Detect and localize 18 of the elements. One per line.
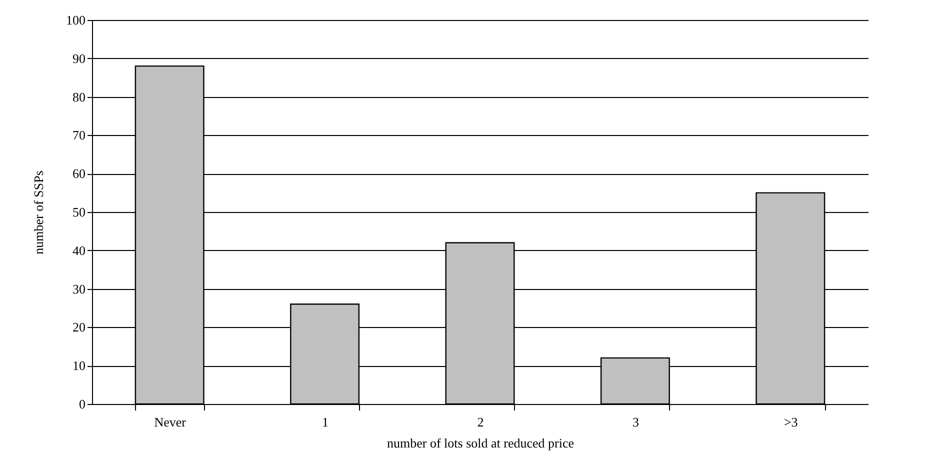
x-tick-label: 3 <box>632 414 639 430</box>
y-axis-title: number of SSPs <box>31 170 46 254</box>
y-tick-label: 80 <box>72 89 86 104</box>
x-tick-label: 1 <box>322 414 329 430</box>
y-tick-label: 0 <box>79 396 86 412</box>
y-tick-label: 70 <box>72 128 86 143</box>
y-tick-label: 50 <box>72 204 86 220</box>
y-tick-label: 30 <box>72 281 86 296</box>
x-axis-title: number of lots sold at reduced price <box>387 436 574 450</box>
x-tick-label: 2 <box>477 414 484 430</box>
y-tick-label: 10 <box>72 358 86 374</box>
y-tick-label: 90 <box>72 50 86 66</box>
x-tick-label: Never <box>154 414 187 430</box>
y-tick-label: 100 <box>66 12 86 28</box>
x-tick-label: >3 <box>784 414 798 430</box>
y-tick-label: 60 <box>72 166 86 182</box>
y-tick-label: 40 <box>72 242 86 258</box>
y-tick-label: 20 <box>72 320 86 335</box>
